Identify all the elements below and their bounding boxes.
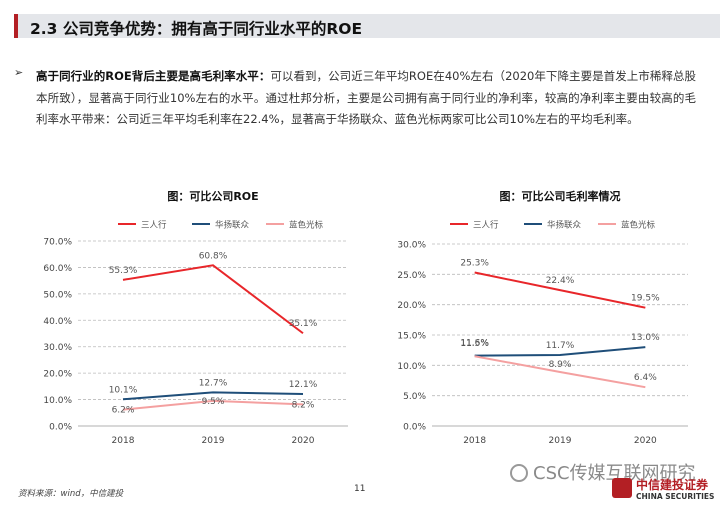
y-tick-label: 0.0% — [403, 423, 426, 433]
series-line-1 — [474, 346, 646, 357]
data-label: 12.7% — [199, 378, 228, 388]
x-tick-label: 2018 — [112, 436, 135, 446]
data-label: 10.1% — [109, 385, 138, 395]
series-line-0 — [474, 271, 646, 309]
y-tick-label: 50.0% — [43, 290, 72, 300]
data-label: 22.4% — [546, 276, 575, 286]
y-tick-label: 20.0% — [397, 301, 426, 311]
page-title: 2.3 公司竞争优势：拥有高于同行业水平的ROE — [30, 20, 363, 38]
paragraph-lead: 高于同行业的ROE背后主要是高毛利率水平： — [36, 69, 271, 83]
data-label: 8.9% — [549, 360, 572, 370]
series-line-2 — [474, 355, 646, 389]
series-line-0 — [122, 264, 304, 335]
x-tick-label: 2020 — [292, 436, 315, 446]
data-label: 8.2% — [292, 400, 315, 410]
y-tick-label: 30.0% — [43, 343, 72, 353]
x-tick-label: 2020 — [634, 436, 657, 446]
y-tick-label: 5.0% — [403, 392, 426, 402]
x-tick-label: 2018 — [463, 436, 486, 446]
data-label: 12.1% — [289, 380, 318, 390]
legend-label: 华扬联众 — [215, 220, 250, 231]
y-tick-label: 0.0% — [49, 423, 72, 433]
body-paragraph: 高于同行业的ROE背后主要是高毛利率水平：可以看到，公司近三年平均ROE在40%… — [36, 66, 696, 131]
legend-label: 华扬联众 — [547, 220, 582, 231]
y-tick-label: 10.0% — [43, 396, 72, 406]
chart-title: 图：可比公司ROE — [167, 189, 258, 203]
roe-chart: 图：可比公司ROE 三人行 华扬联众 蓝色光标 0.0% 10.0% 20.0% 30.0% 4… — [43, 189, 348, 446]
y-tick-label: 30.0% — [397, 241, 426, 251]
y-tick-label: 15.0% — [397, 332, 426, 342]
source-note: 资料来源：wind，中信建投 — [18, 489, 124, 499]
series-line-1 — [122, 391, 304, 401]
data-label: 60.8% — [199, 251, 228, 261]
brand-logo: 中信建投证券 CHINA SECURITIES — [610, 474, 715, 504]
legend-label: 蓝色光标 — [289, 220, 324, 231]
wechat-icon — [510, 464, 528, 482]
y-tick-label: 25.0% — [397, 271, 426, 281]
x-tick-label: 2019 — [549, 436, 572, 446]
section-title-bar: 2.3 公司竞争优势：拥有高于同行业水平的ROE — [14, 14, 720, 38]
watermark: CSC传媒互联网研究 — [510, 459, 696, 485]
data-label: 9.5% — [202, 397, 225, 407]
y-tick-label: 20.0% — [43, 370, 72, 380]
data-label: 11.5% — [460, 339, 489, 349]
legend-label: 三人行 — [473, 220, 499, 231]
series-line-2 — [122, 399, 304, 411]
data-label: 35.1% — [289, 319, 318, 329]
page-number: 11 — [354, 484, 366, 494]
data-label: 6.2% — [112, 406, 135, 416]
data-label: 19.5% — [631, 294, 660, 304]
paragraph-text: 可以看到，公司近三年平均ROE在40%左右（2020年下降主要是首发上市稀释总股… — [36, 69, 696, 126]
logo-cn-text: 中信建投证券 — [636, 478, 709, 492]
logo-mark-icon — [612, 478, 632, 498]
data-label: 13.0% — [631, 333, 660, 343]
logo-en-text: CHINA SECURITIES — [636, 492, 715, 501]
data-label: 55.3% — [109, 266, 138, 276]
y-tick-label: 40.0% — [43, 317, 72, 327]
watermark-text: CSC传媒互联网研究 — [533, 463, 696, 484]
data-label: 11.7% — [546, 341, 575, 351]
data-label: 11.6% — [460, 339, 489, 349]
legend-label: 三人行 — [141, 220, 167, 231]
data-label: 6.4% — [634, 373, 657, 383]
legend-label: 蓝色光标 — [621, 220, 656, 231]
y-tick-label: 60.0% — [43, 264, 72, 274]
y-tick-label: 70.0% — [43, 238, 72, 248]
bullet-arrow-icon: ➢ — [14, 66, 24, 79]
chart-title: 图：可比公司毛利率情况 — [500, 189, 621, 203]
x-tick-label: 2019 — [202, 436, 225, 446]
y-tick-label: 10.0% — [397, 362, 426, 372]
data-label: 25.3% — [460, 259, 489, 269]
